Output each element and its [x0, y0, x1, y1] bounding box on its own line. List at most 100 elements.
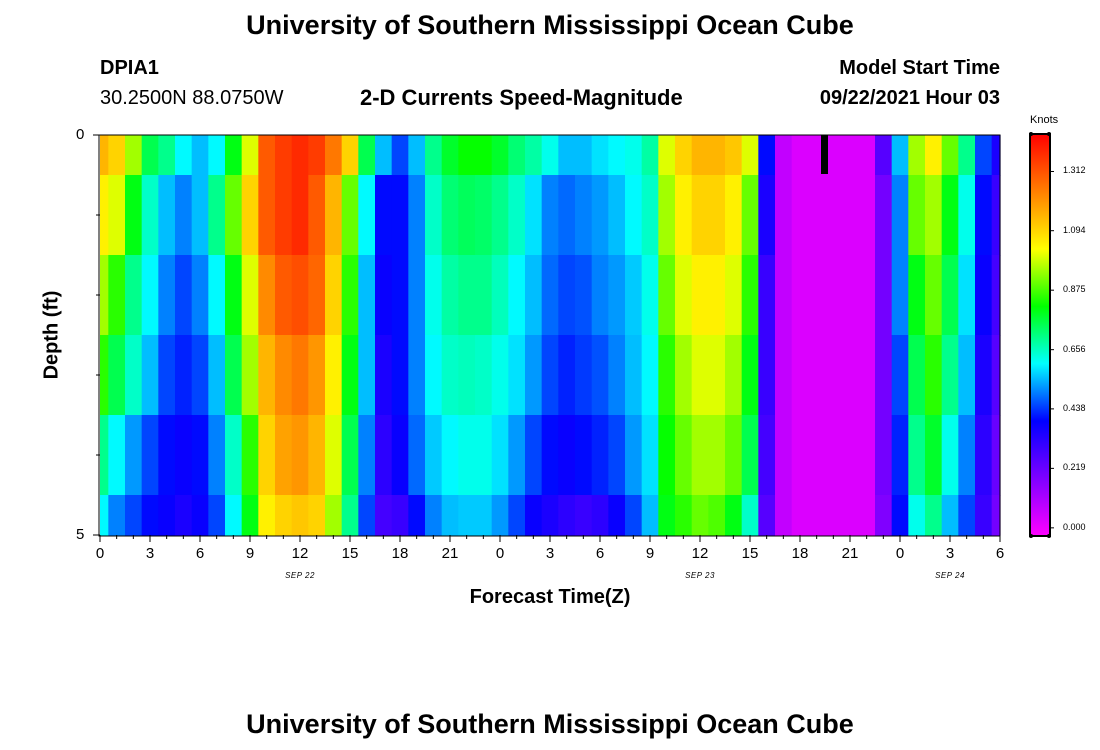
heatmap-cell — [775, 415, 793, 496]
heatmap-cell — [975, 415, 993, 496]
heatmap-cell — [241, 255, 259, 336]
x-tick-label: 15 — [741, 545, 759, 562]
x-tick-label: 18 — [791, 545, 809, 562]
heatmap-cell — [258, 175, 276, 256]
heatmap-cell — [441, 415, 459, 496]
heatmap-cell — [925, 135, 943, 176]
heatmap-cell — [491, 175, 509, 256]
heatmap-cell — [591, 135, 609, 176]
heatmap-cell — [691, 135, 709, 176]
heatmap-cell — [558, 415, 576, 496]
heatmap-cell — [175, 175, 193, 256]
heatmap-cell — [658, 255, 676, 336]
heatmap-cell — [325, 255, 343, 336]
heatmap-cell — [425, 255, 443, 336]
heatmap-cell — [325, 135, 343, 176]
heatmap-cell — [558, 175, 576, 256]
heatmap-cell — [775, 175, 793, 256]
heatmap-cell — [375, 335, 393, 416]
heatmap-cell — [958, 335, 976, 416]
model-start-time: 09/22/2021 Hour 03 — [819, 87, 1000, 109]
heatmap-cell — [708, 335, 726, 416]
heatmap-cell — [525, 175, 543, 256]
heatmap-cell — [708, 135, 726, 176]
heatmap-cell — [841, 415, 859, 496]
heatmap-cell — [441, 175, 459, 256]
heatmap-cell — [308, 335, 326, 416]
heatmap-cell — [358, 335, 376, 416]
heatmap-cell — [825, 495, 843, 536]
heatmap-cell — [958, 415, 976, 496]
heatmap-cell — [508, 335, 526, 416]
x-tick-label: 0 — [95, 545, 105, 562]
heatmap-cell — [108, 175, 126, 256]
y-tick-label: 5 — [76, 526, 85, 543]
heatmap-cell — [808, 415, 826, 496]
heatmap-cell — [875, 415, 893, 496]
heatmap-cell — [591, 335, 609, 416]
heatmap-cell — [141, 135, 159, 176]
heatmap-cell — [358, 135, 376, 176]
colorbar-tick-label: 0.656 — [1063, 343, 1086, 354]
heatmap-cell — [408, 175, 426, 256]
heatmap-cell — [591, 255, 609, 336]
heatmap-cell — [291, 335, 309, 416]
heatmap-cell — [408, 495, 426, 536]
heatmap-cell — [308, 135, 326, 176]
heatmap-cell — [775, 335, 793, 416]
heatmap-cell — [808, 255, 826, 336]
colorbar-tick-label: 0.000 — [1063, 521, 1086, 532]
heatmap-cell — [841, 255, 859, 336]
heatmap-cell — [375, 415, 393, 496]
heatmap-cell — [508, 175, 526, 256]
heatmap-cell — [108, 495, 126, 536]
heatmap-cell — [225, 335, 243, 416]
heatmap-cell — [325, 175, 343, 256]
x-tick-label: 6 — [595, 545, 605, 562]
x-tick-label: 6 — [195, 545, 205, 562]
heatmap-cell — [591, 175, 609, 256]
heatmap-cell — [208, 495, 226, 536]
heatmap-cell — [908, 255, 926, 336]
heatmap-cell — [225, 135, 243, 176]
heatmap-cell — [291, 415, 309, 496]
heatmap-cell — [125, 335, 143, 416]
page-title-top: University of Southern Mississippi Ocean… — [246, 10, 854, 40]
y-tick-label: 0 — [76, 126, 85, 143]
heatmap-cell — [991, 175, 1001, 256]
heatmap-cell — [341, 175, 359, 256]
heatmap-cell — [541, 135, 559, 176]
heatmap-cell — [508, 135, 526, 176]
heatmap-cell — [441, 495, 459, 536]
heatmap-cell — [941, 495, 959, 536]
colorbar — [1029, 133, 1051, 537]
heatmap-cell — [641, 495, 659, 536]
heatmap-cell — [825, 255, 843, 336]
heatmap-cell — [608, 495, 626, 536]
heatmap-cell — [558, 495, 576, 536]
heatmap-cell — [425, 175, 443, 256]
heatmap-cell — [708, 175, 726, 256]
heatmap-cell — [275, 495, 293, 536]
heatmap-cell — [475, 495, 493, 536]
heatmap-cell — [758, 415, 776, 496]
colorbar-tick-label: 0.219 — [1063, 462, 1086, 473]
heatmap-cell — [841, 335, 859, 416]
heatmap-cell — [791, 255, 809, 336]
heatmap-cell — [441, 335, 459, 416]
heatmap-cell — [391, 415, 409, 496]
heatmap-cell — [825, 335, 843, 416]
heatmap-cell — [875, 135, 893, 176]
colorbar-end-dot — [1047, 132, 1051, 136]
x-tick-label: 21 — [841, 545, 859, 562]
heatmap-cell — [125, 135, 143, 176]
heatmap-cell — [491, 495, 509, 536]
heatmap-cell — [458, 335, 476, 416]
heatmap-cell — [608, 135, 626, 176]
x-tick-label: 9 — [245, 545, 255, 562]
heatmap-cell — [925, 495, 943, 536]
heatmap-cell — [208, 175, 226, 256]
heatmap-cell — [208, 415, 226, 496]
heatmap-cell — [708, 415, 726, 496]
heatmap-cell — [275, 175, 293, 256]
